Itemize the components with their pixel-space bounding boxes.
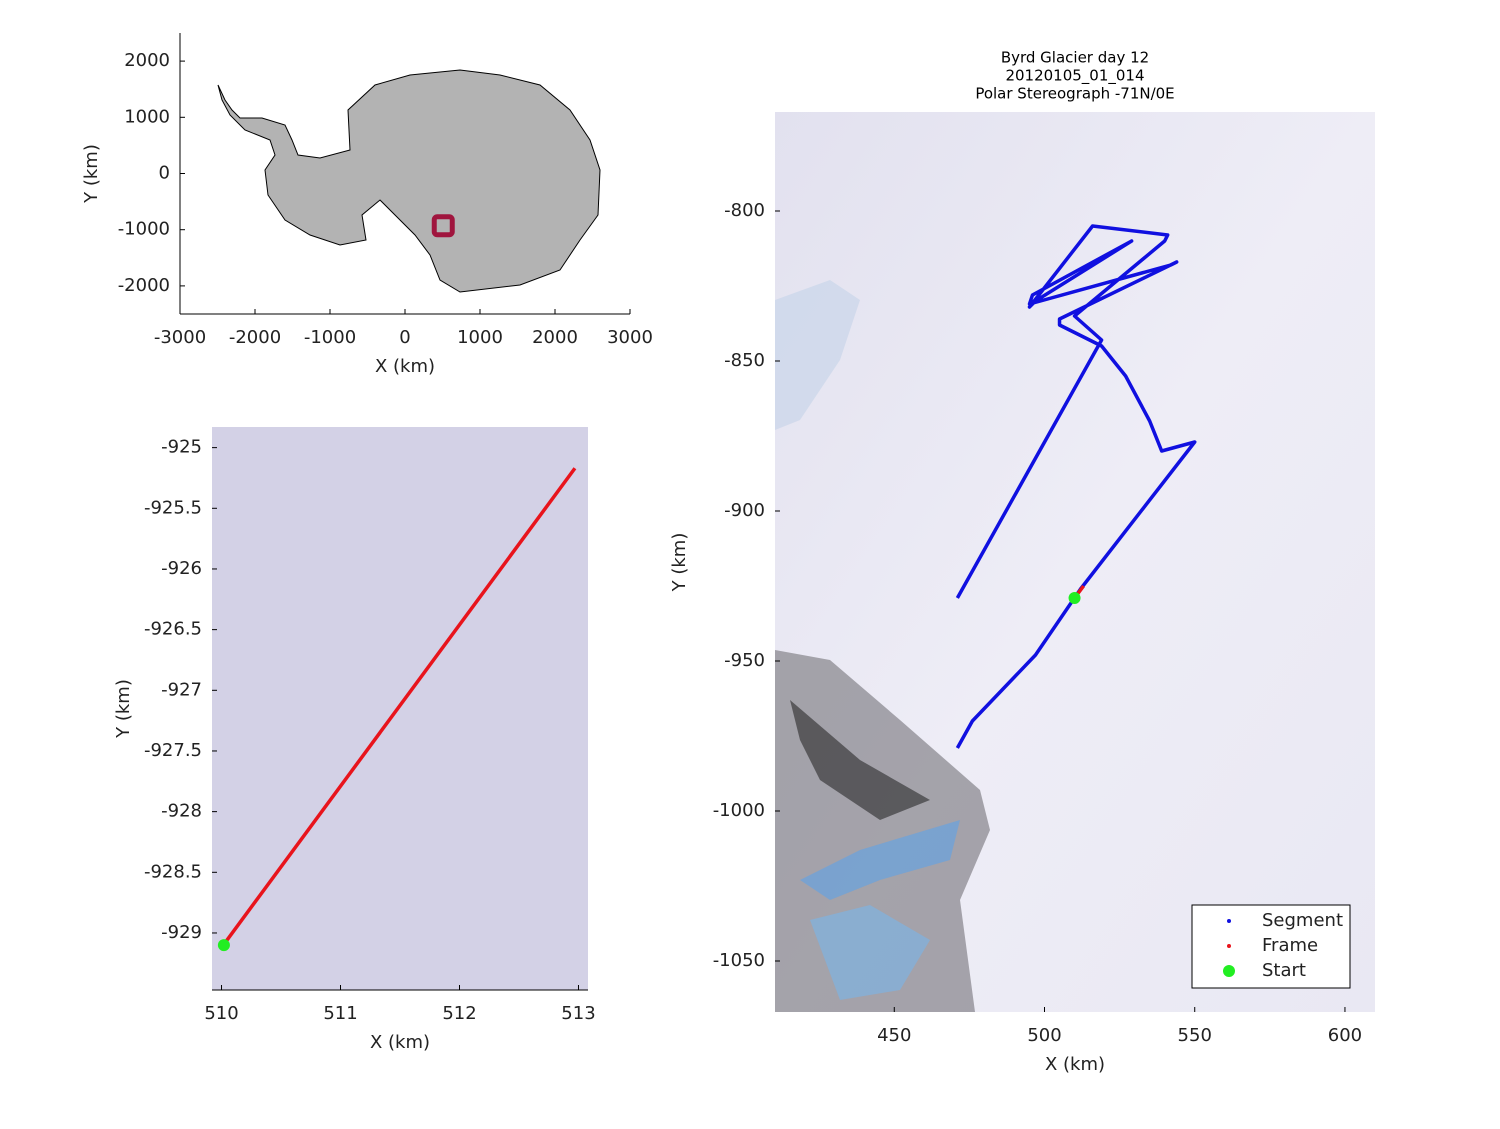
x-axis-label: X (km) (370, 1032, 430, 1053)
image-background (212, 427, 588, 990)
x-tick-label: 513 (561, 1003, 595, 1024)
legend-label: Start (1262, 960, 1306, 981)
track-line (223, 467, 577, 944)
start-marker (1068, 592, 1081, 604)
chart-title: Byrd Glacier day 12 (1001, 49, 1149, 67)
y-tick-label: 2000 (124, 50, 170, 71)
legend-label: Segment (1262, 910, 1343, 931)
y-tick-label: -929 (161, 922, 202, 943)
x-tick-label: 2000 (532, 327, 578, 348)
legend-symbol (1223, 965, 1235, 977)
legend: Segment Frame Start (1191, 904, 1351, 989)
start-marker (217, 939, 230, 952)
x-tick-label: -1000 (304, 327, 356, 348)
x-tick-label: 510 (204, 1003, 238, 1024)
chart-title: Polar Stereograph -71N/0E (975, 85, 1174, 103)
track-line (955, 224, 1197, 749)
y-axis-label: Y (km) (669, 533, 690, 593)
y-tick-label: -2000 (118, 275, 170, 296)
satellite-image (775, 112, 1375, 1012)
y-tick-label: -1000 (713, 800, 765, 821)
x-tick-label: 512 (442, 1003, 476, 1024)
y-tick-label: -900 (724, 500, 765, 521)
y-tick-label: 0 (159, 163, 170, 184)
y-tick-label: -928.5 (144, 861, 202, 882)
x-tick-label: 550 (1178, 1025, 1212, 1046)
x-axis-label: X (km) (1045, 1054, 1105, 1075)
y-tick-label: -1050 (713, 950, 765, 971)
x-tick-label: 511 (323, 1003, 357, 1024)
y-tick-label: -850 (724, 350, 765, 371)
y-tick-label: 1000 (124, 106, 170, 127)
y-tick-label: -927 (161, 679, 202, 700)
y-tick-label: -926 (161, 558, 202, 579)
x-tick-label: 450 (877, 1025, 911, 1046)
y-tick-label: -1000 (118, 219, 170, 240)
y-tick-label: -800 (724, 200, 765, 221)
legend-symbol (1227, 944, 1231, 948)
y-tick-label: -926.5 (144, 619, 202, 640)
y-tick-label: -925 (161, 437, 202, 458)
y-tick-label: -925.5 (144, 497, 202, 518)
chart-title: 20120105_01_014 (1005, 67, 1144, 86)
x-tick-label: -3000 (154, 327, 206, 348)
x-tick-label: 0 (399, 327, 410, 348)
legend-symbol (1227, 919, 1231, 923)
y-tick-label: -928 (161, 801, 202, 822)
y-axis-label: Y (km) (113, 679, 134, 739)
antarctica-outline (217, 69, 601, 293)
y-tick-label: -927.5 (144, 740, 202, 761)
y-tick-label: -950 (724, 650, 765, 671)
x-tick-label: 1000 (457, 327, 503, 348)
location-marker (431, 214, 455, 238)
x-tick-label: -2000 (229, 327, 281, 348)
legend-box (1191, 904, 1351, 989)
x-axis-label: X (km) (375, 356, 435, 377)
y-axis-label: Y (km) (81, 144, 102, 204)
x-tick-label: 3000 (607, 327, 653, 348)
legend-label: Frame (1262, 935, 1318, 956)
x-tick-label: 600 (1328, 1025, 1362, 1046)
x-tick-label: 500 (1027, 1025, 1061, 1046)
